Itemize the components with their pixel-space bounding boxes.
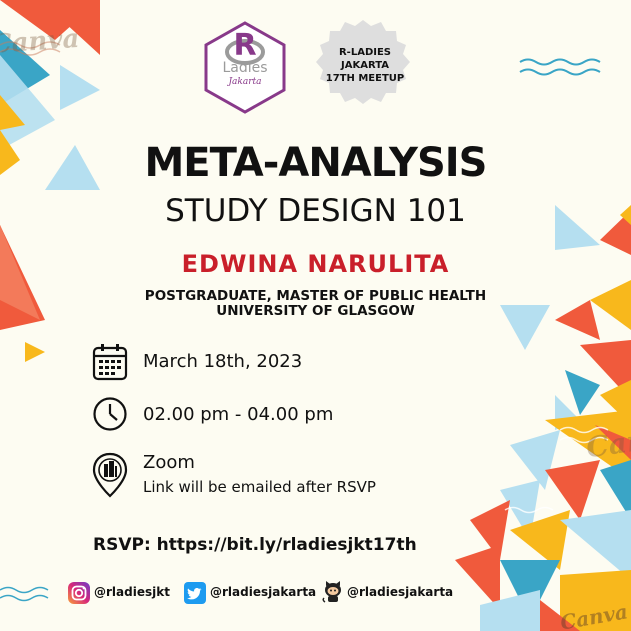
instagram-icon[interactable] (68, 582, 90, 604)
logo-word: Ladies (222, 60, 268, 76)
badge-line-2: JAKARTA (341, 60, 389, 71)
rladies-logo-hexagon (204, 21, 286, 114)
location-pin-icon (92, 452, 128, 498)
event-title: META-ANALYSIS (144, 140, 488, 186)
instagram-handle[interactable]: @rladiesjkt (94, 585, 170, 599)
badge-line-3: 17TH MEETUP (325, 73, 405, 84)
meetup-badge-shape (316, 20, 410, 104)
calendar-icon (92, 344, 128, 381)
logo-letter: R (233, 28, 257, 63)
speaker-affiliation-2: UNIVERSITY OF GLASGOW (216, 303, 415, 319)
event-subtitle: STUDY DESIGN 101 (165, 193, 466, 229)
event-venue-note: Link will be emailed after RSVP (143, 478, 376, 496)
twitter-icon[interactable] (184, 582, 206, 604)
meetup-badge: R-LADIES JAKARTA 17TH MEETUP (325, 46, 405, 85)
badge-line-1: R-LADIES (338, 47, 392, 58)
event-time: 02.00 pm - 04.00 pm (143, 404, 334, 425)
speaker-affiliation-1: POSTGRADUATE, MASTER OF PUBLIC HEALTH (144, 288, 487, 304)
github-icon[interactable] (322, 580, 344, 604)
rladies-logo: R Ladies Jakarta (206, 30, 284, 88)
twitter-handle[interactable]: @rladiesjakarta (210, 585, 317, 599)
event-date: March 18th, 2023 (143, 351, 303, 372)
rsvp-link[interactable]: RSVP: https://bit.ly/rladiesjkt17th (93, 535, 417, 555)
logo-chapter: Jakarta (228, 77, 262, 87)
clock-icon (93, 397, 127, 431)
github-handle[interactable]: @rladiesjakarta (347, 585, 454, 599)
speaker-name: EDWINA NARULITA (181, 250, 450, 278)
event-venue: Zoom (143, 452, 195, 473)
canva-watermark: Canva (0, 23, 81, 60)
